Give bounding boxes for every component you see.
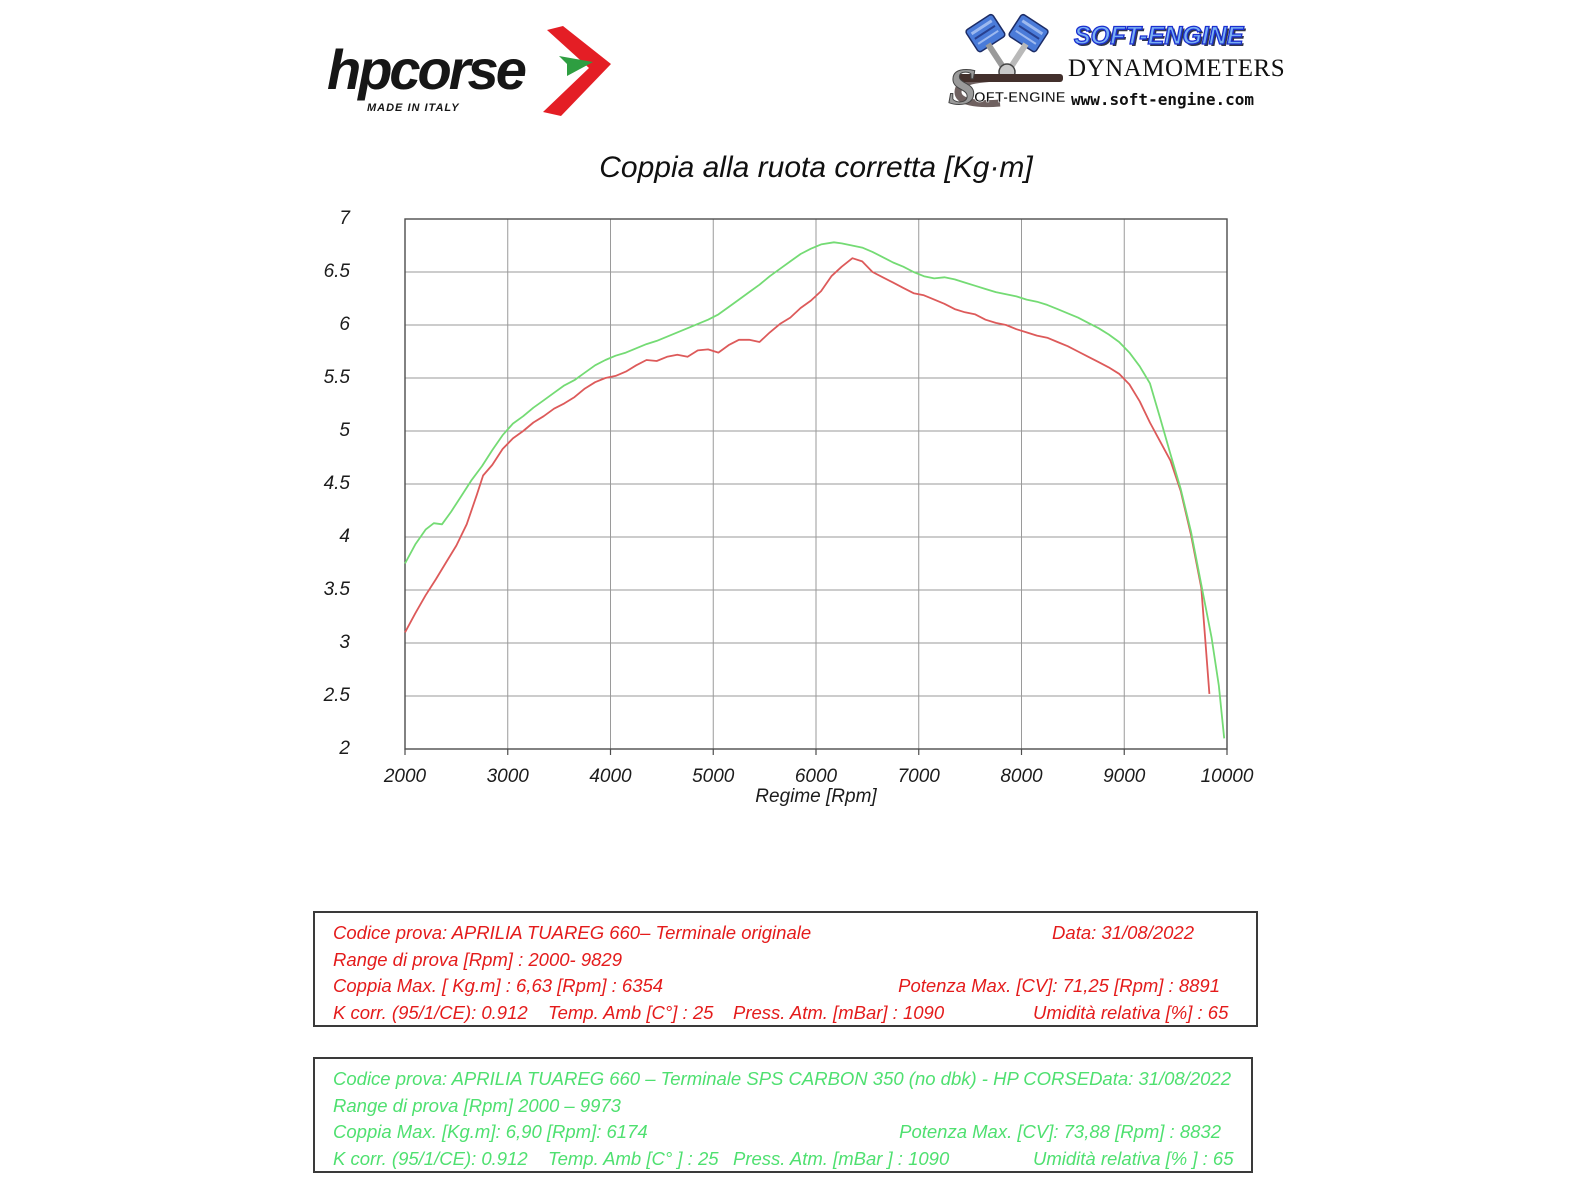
data-prova: Data: 31/08/2022: [1089, 1068, 1232, 1089]
umidita: Umidità relativa [%] : 65: [1033, 1001, 1229, 1023]
soft-engine-subtitle: DYNAMOMETERS: [1068, 55, 1286, 82]
range-prova: Range di prova [Rpm] : 2000- 9829: [333, 948, 622, 970]
x-tick-label: 5000: [692, 766, 735, 787]
temp-amb: Temp. Amb [C° ] : 25: [548, 1147, 719, 1169]
y-tick-label: 2.5: [323, 685, 350, 706]
plot-frame: [404, 218, 1228, 750]
coppia-max: Coppia Max. [Kg.m]: 6,90 [Rpm]: 6174: [333, 1121, 648, 1142]
info-box-hpcorse: Codice prova: APRILIA TUAREG 660 – Termi…: [313, 1057, 1253, 1173]
potenza-max: Potenza Max. [CV]: 73,88 [Rpm] : 8832: [899, 1121, 1221, 1142]
k-corr: K corr. (95/1/CE): 0.912: [333, 1001, 528, 1023]
hpcorse-wordmark: hpcorse: [327, 38, 527, 101]
chart-title: Coppia alla ruota corretta [Kg·m]: [599, 151, 1033, 184]
soft-engine-url: www.soft-engine.com: [1071, 90, 1255, 109]
y-tick-label: 4.5: [323, 473, 350, 494]
y-tick-label: 2: [339, 738, 350, 759]
press-atm: Press. Atm. [mBar ] : 1090: [733, 1147, 950, 1169]
torque-chart: [404, 218, 1228, 755]
hpcorse-made-in-italy: MADE IN ITALY: [367, 102, 460, 114]
y-tick-label: 7: [339, 208, 350, 229]
press-atm: Press. Atm. [mBar] : 1090: [733, 1001, 945, 1023]
x-tick-label: 2000: [383, 766, 427, 787]
x-tick-label: 8000: [1000, 766, 1043, 787]
x-tick-label: 6000: [794, 766, 838, 787]
y-tick-label: 6.5: [323, 261, 350, 282]
x-tick-label: 9000: [1103, 766, 1146, 787]
range-prova: Range di prova [Rpm] 2000 – 9973: [333, 1094, 621, 1116]
x-axis-title: Regime [Rpm]: [755, 786, 877, 807]
x-tick-label: 3000: [486, 766, 529, 787]
umidita: Umidità relativa [% ] : 65: [1033, 1147, 1234, 1169]
soft-engine-logo: S OFT-ENGINE SOFT-ENGINE DYNAMOMETERS ww…: [948, 8, 1285, 113]
hpcorse-arrow-icon: [543, 26, 611, 116]
pistons-icon: S OFT-ENGINE: [948, 13, 1066, 110]
x-tick-label: 4000: [589, 766, 632, 787]
temp-amb: Temp. Amb [C°] : 25: [548, 1001, 714, 1023]
potenza-max: Potenza Max. [CV]: 71,25 [Rpm] : 8891: [898, 975, 1220, 996]
badge-text: OFT-ENGINE: [974, 89, 1066, 106]
curve-0: [404, 257, 1211, 694]
soft-engine-brand: SOFT-ENGINE: [1073, 21, 1244, 50]
y-tick-label: 4: [339, 526, 350, 547]
y-tick-label: 5.5: [323, 367, 350, 388]
codice-prova: Codice prova: APRILIA TUAREG 660 – Termi…: [333, 1068, 1090, 1089]
info-box-original: Codice prova: APRILIA TUAREG 660– Termin…: [313, 911, 1258, 1027]
curve-1: [404, 241, 1226, 739]
svg-text:S: S: [948, 59, 977, 110]
coppia-max: Coppia Max. [ Kg.m] : 6,63 [Rpm] : 6354: [333, 975, 664, 996]
data-prova: Data: 31/08/2022: [1052, 922, 1194, 943]
x-tick-label: 7000: [897, 766, 940, 787]
codice-prova: Codice prova: APRILIA TUAREG 660– Termin…: [333, 922, 812, 943]
y-tick-label: 3: [339, 632, 350, 653]
y-tick-label: 5: [339, 420, 350, 441]
y-tick-label: 3.5: [323, 579, 350, 600]
y-tick-label: 6: [339, 314, 350, 335]
hpcorse-logo: hpcorse MADE IN ITALY: [315, 24, 615, 119]
x-tick-label: 10000: [1200, 766, 1254, 787]
k-corr: K corr. (95/1/CE): 0.912: [333, 1147, 528, 1169]
